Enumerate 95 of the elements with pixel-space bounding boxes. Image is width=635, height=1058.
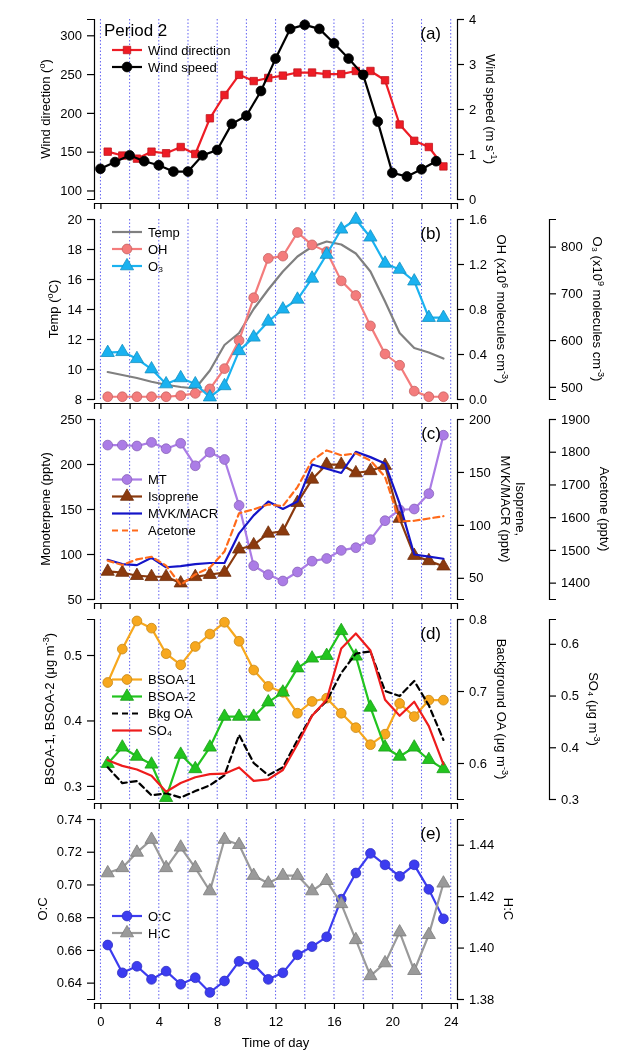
y2-tick-label: 0.7 xyxy=(469,683,488,699)
y-tick-label: 50 xyxy=(67,591,82,607)
y-tick-label: 250 xyxy=(60,411,82,427)
y2-tick-label: 1.40 xyxy=(469,940,495,956)
y-axis-title: O:C xyxy=(34,897,50,921)
x-tick-label: 20 xyxy=(385,1014,401,1030)
y2-tick-label: 50 xyxy=(469,570,484,586)
y2-tick-label: 150 xyxy=(469,464,491,480)
annotation: (a) xyxy=(420,24,441,43)
y-tick-label: 0.4 xyxy=(63,713,82,729)
y2-tick-label: 100 xyxy=(469,517,491,533)
y2-tick-label: 1.6 xyxy=(469,211,488,227)
y2-tick-label: 1.42 xyxy=(469,888,495,904)
legend-label: MVK/MACR xyxy=(148,506,219,521)
legend-label: Temp xyxy=(148,224,180,240)
y-tick-label: 18 xyxy=(67,241,82,257)
y2-axis-title: H:C xyxy=(501,897,517,921)
y-tick-label: 0.68 xyxy=(56,909,82,925)
y3-tick-label: 800 xyxy=(561,239,583,255)
legend-label: MT xyxy=(148,472,167,487)
legend-label: Wind speed xyxy=(148,59,217,75)
y-tick-label: 12 xyxy=(67,331,82,347)
y2-tick-label: 2 xyxy=(469,101,477,117)
legend-label: O:C xyxy=(148,908,172,924)
y2-tick-label: 0 xyxy=(469,191,477,207)
y3-tick-label: 1600 xyxy=(561,509,590,525)
y-tick-label: 0.64 xyxy=(56,975,82,991)
y2-tick-label: 1.38 xyxy=(469,991,495,1007)
y2-axis-title: Isoprene, MVK/MACR (pptv) xyxy=(497,455,528,563)
y3-tick-label: 0.4 xyxy=(561,739,580,755)
legend-label: BSOA-1 xyxy=(148,672,196,687)
x-tick-label: 24 xyxy=(443,1014,459,1030)
legend-label: Bkg OA xyxy=(148,706,194,721)
y-tick-label: 250 xyxy=(60,66,82,82)
y2-tick-label: 0.6 xyxy=(469,755,488,771)
y3-tick-label: 700 xyxy=(561,286,583,301)
y2-tick-label: 1 xyxy=(469,146,477,162)
y3-tick-label: 1400 xyxy=(561,575,590,591)
y-tick-label: 100 xyxy=(60,183,82,199)
y3-tick-label: 600 xyxy=(561,332,583,348)
y2-tick-label: 0.8 xyxy=(469,611,488,627)
y-axis-title: Monoterpene (pptv) xyxy=(38,452,54,566)
y3-tick-label: 1500 xyxy=(561,542,590,558)
y-tick-label: 200 xyxy=(60,456,82,472)
y2-tick-label: 200 xyxy=(469,411,491,427)
legend-label: O₃ xyxy=(148,258,164,274)
y-tick-label: 0.3 xyxy=(63,778,82,794)
y-tick-label: 150 xyxy=(60,501,82,517)
annotation: Period 2 xyxy=(104,21,168,40)
y-tick-label: 14 xyxy=(67,301,82,317)
x-tick-label: 8 xyxy=(214,1014,222,1030)
y-tick-label: 300 xyxy=(60,27,82,43)
y3-tick-label: 1800 xyxy=(561,444,590,460)
y2-tick-label: 0.8 xyxy=(469,301,488,317)
legend-label: SO₄ xyxy=(148,723,173,738)
y3-tick-label: 1700 xyxy=(561,477,590,493)
y-tick-label: 10 xyxy=(67,361,82,377)
y3-axis-title: Acetone (pptv) xyxy=(596,466,612,552)
y-tick-label: 0.74 xyxy=(56,811,82,827)
y2-tick-label: 1.44 xyxy=(469,837,495,853)
x-tick-label: 4 xyxy=(155,1014,163,1030)
y3-tick-label: 1900 xyxy=(561,411,590,427)
y-tick-label: 20 xyxy=(67,211,82,227)
annotation: (c) xyxy=(421,424,441,443)
legend-label: Wind direction xyxy=(148,42,231,58)
legend-label: H:C xyxy=(148,925,171,941)
annotation: (e) xyxy=(420,824,441,843)
y2-tick-label: 0.4 xyxy=(469,346,488,362)
y2-tick-label: 3 xyxy=(469,56,477,72)
x-axis-title: Time of day xyxy=(241,1035,310,1050)
y-tick-label: 0.72 xyxy=(56,844,82,860)
legend-label: Acetone xyxy=(148,523,196,538)
y3-tick-label: 0.6 xyxy=(561,636,580,652)
y3-tick-label: 500 xyxy=(561,379,583,395)
legend-label: OH xyxy=(148,241,168,257)
y3-tick-label: 0.5 xyxy=(561,688,580,704)
y-tick-label: 100 xyxy=(60,546,82,562)
y-tick-label: 0.5 xyxy=(63,647,82,663)
x-tick-label: 16 xyxy=(327,1014,342,1030)
y-tick-label: 200 xyxy=(60,105,82,121)
y-tick-label: 150 xyxy=(60,144,82,160)
y-tick-label: 0.66 xyxy=(56,942,82,958)
y2-tick-label: 4 xyxy=(469,11,477,27)
x-tick-label: 0 xyxy=(97,1014,105,1030)
y3-tick-label: 0.3 xyxy=(561,791,580,807)
y2-tick-label: 1.2 xyxy=(469,256,488,272)
y-tick-label: 0.70 xyxy=(56,877,82,893)
legend-label: BSOA-2 xyxy=(148,689,196,704)
y2-tick-label: 0.0 xyxy=(469,391,488,407)
x-tick-label: 12 xyxy=(268,1014,284,1030)
legend-label: Isoprene xyxy=(148,489,199,504)
annotation: (b) xyxy=(420,224,441,243)
annotation: (d) xyxy=(420,624,441,643)
y-tick-label: 8 xyxy=(74,391,82,407)
y-tick-label: 16 xyxy=(67,271,82,287)
